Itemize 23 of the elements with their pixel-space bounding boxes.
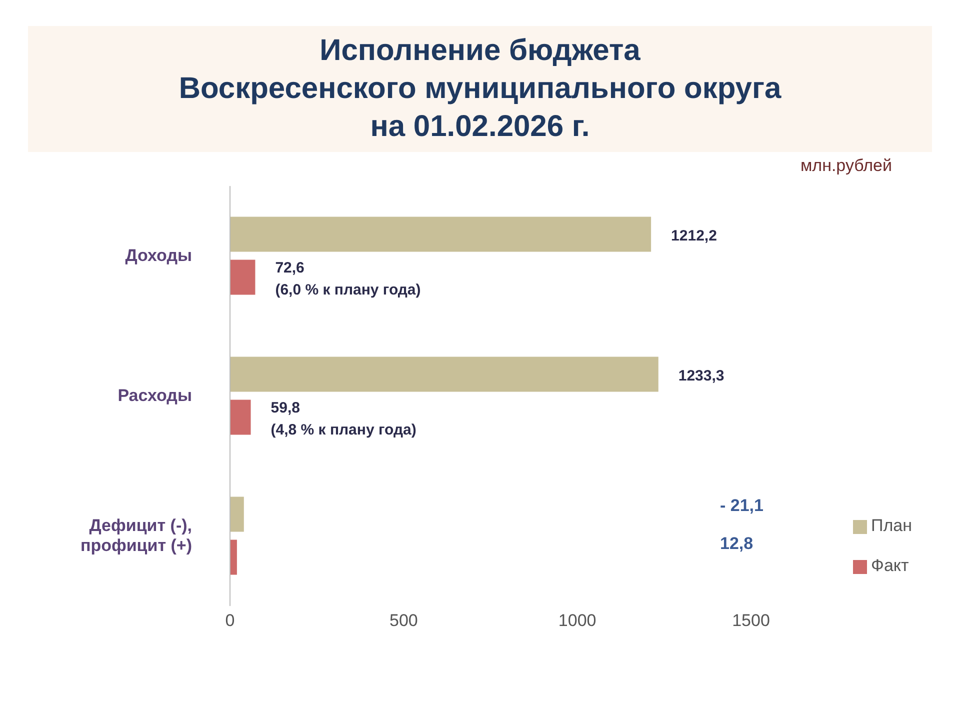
data-label: 72,6 (6,0 % к плану года) bbox=[275, 259, 421, 298]
bar bbox=[230, 400, 251, 435]
x-tick-label: 1000 bbox=[558, 611, 596, 630]
x-tick-label: 1500 bbox=[732, 611, 770, 630]
legend-label: Факт bbox=[871, 556, 909, 575]
y-tick-label: Расходы bbox=[118, 386, 192, 405]
y-tick-label: Доходы bbox=[125, 246, 192, 265]
annotation: 12,8 bbox=[720, 534, 754, 554]
x-tick-label: 0 bbox=[225, 611, 235, 630]
data-label: 59,8 (4,8 % к плану года) bbox=[270, 399, 416, 438]
bar bbox=[230, 260, 256, 295]
y-tick-label: Дефицит (-), профицит (+) bbox=[80, 516, 192, 555]
text: млн.рублей bbox=[799, 156, 892, 176]
data-label: 1233,3 bbox=[678, 367, 724, 384]
annotation: - 21,1 bbox=[720, 496, 764, 516]
bar bbox=[230, 356, 658, 392]
data-label: 1212,2 bbox=[671, 227, 717, 244]
bar bbox=[230, 496, 244, 532]
chart-title: Исполнение бюджета Воскресенского муниципального округа на 01.02.2026 г. bbox=[28, 26, 932, 152]
legend-label: План bbox=[871, 516, 912, 535]
bar bbox=[230, 216, 652, 252]
bar bbox=[230, 540, 237, 575]
x-tick-label: 500 bbox=[389, 611, 418, 630]
